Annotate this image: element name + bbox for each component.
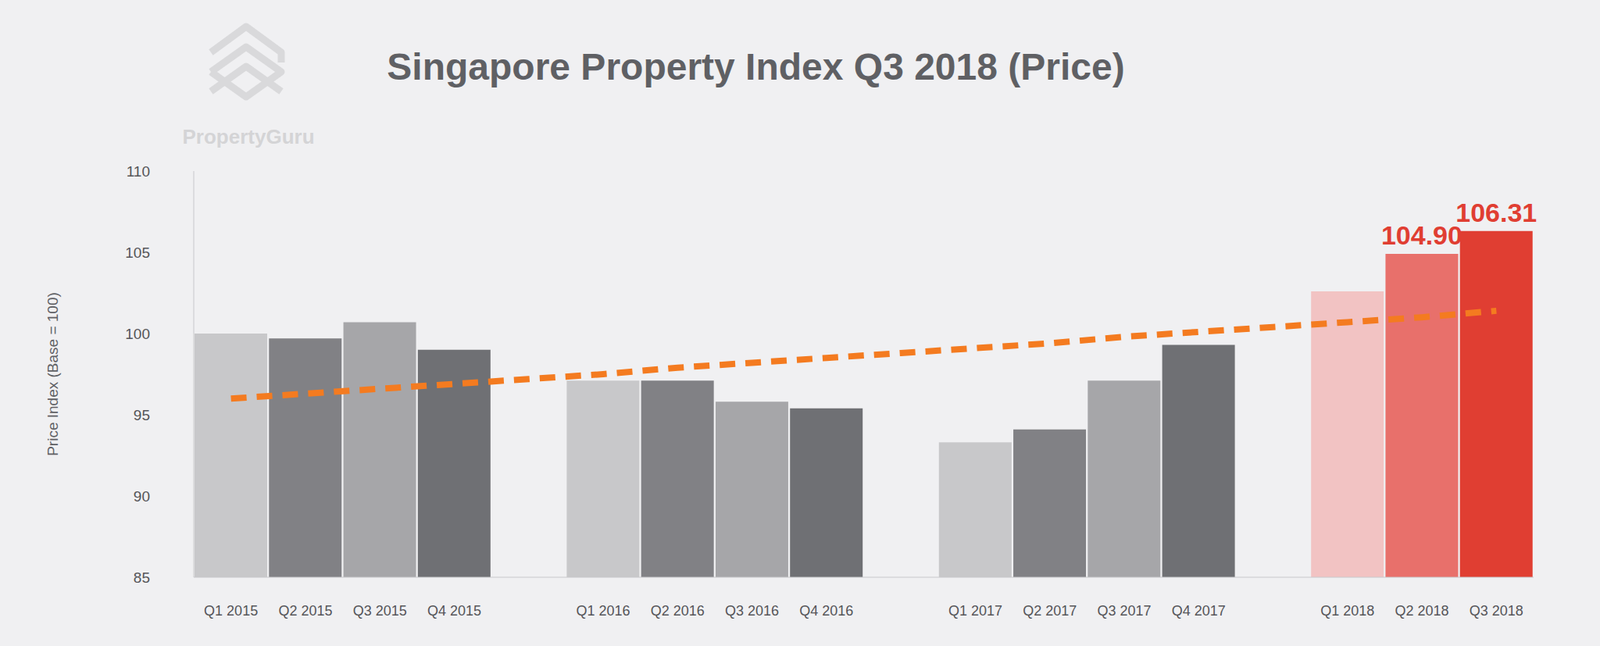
svg-text:Q3 2017: Q3 2017 (1096, 603, 1151, 619)
svg-text:Q1 2018: Q1 2018 (1320, 603, 1375, 619)
html-text:Singapore Property Index Q3 20: Singapore Property Index Q3 2018 (Price) (386, 46, 1125, 88)
svg-text:104.90: 104.90 (1381, 220, 1463, 250)
svg-text:90: 90 (133, 488, 150, 505)
svg-text:Q2 2016: Q2 2016 (650, 603, 705, 619)
svg-text:Q1 2016: Q1 2016 (575, 603, 630, 619)
svg-text:106.31: 106.31 (1455, 197, 1537, 228)
svg-text:Q1 2015: Q1 2015 (203, 603, 258, 619)
svg-text:Q4 2015: Q4 2015 (427, 603, 482, 619)
html-text:PropertyGuru: PropertyGuru (182, 125, 315, 149)
svg-text:110: 110 (126, 163, 150, 180)
svg-text:Q4 2017: Q4 2017 (1171, 603, 1226, 619)
svg-text:Q1 2017: Q1 2017 (948, 603, 1003, 619)
svg-text:Q3 2015: Q3 2015 (353, 603, 408, 619)
svg-text:105: 105 (125, 244, 150, 261)
svg-text:Q4 2016: Q4 2016 (799, 603, 854, 619)
svg-text:Q2 2017: Q2 2017 (1022, 603, 1077, 619)
svg-text:Q2 2018: Q2 2018 (1395, 603, 1450, 619)
html-text:Price Index (Base = 100): Price Index (Base = 100) (44, 292, 61, 457)
svg-text:Q3 2016: Q3 2016 (725, 603, 779, 619)
svg-text:100: 100 (125, 325, 150, 343)
svg-text:85: 85 (133, 569, 150, 586)
svg-text:Q2 2015: Q2 2015 (278, 603, 333, 619)
svg-text:Q3 2018: Q3 2018 (1469, 603, 1524, 619)
svg-text:95: 95 (133, 407, 150, 424)
